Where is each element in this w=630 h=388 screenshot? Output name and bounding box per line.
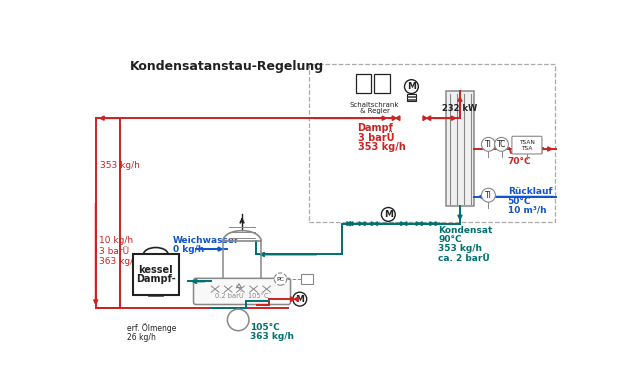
Text: Schaltschrank: Schaltschrank — [350, 102, 399, 108]
Text: 10 kg/h: 10 kg/h — [99, 236, 133, 245]
Text: Rücklauf: Rücklauf — [508, 187, 552, 196]
Text: 26 kg/h: 26 kg/h — [127, 333, 156, 342]
Text: & Regler: & Regler — [360, 108, 389, 114]
Text: 353 kg/h: 353 kg/h — [100, 161, 140, 170]
Circle shape — [481, 188, 495, 202]
Polygon shape — [430, 222, 433, 225]
Polygon shape — [423, 116, 427, 121]
Bar — [309, 64, 556, 222]
Text: PC: PC — [277, 277, 285, 282]
Text: Dampf: Dampf — [358, 123, 393, 133]
Polygon shape — [290, 297, 294, 301]
Text: kessel: kessel — [139, 265, 173, 275]
Text: 105°C: 105°C — [249, 323, 280, 332]
Text: erf. Ölmenge: erf. Ölmenge — [127, 324, 176, 333]
Polygon shape — [419, 222, 422, 225]
Polygon shape — [294, 297, 298, 301]
Text: 353 kg/h: 353 kg/h — [358, 142, 405, 152]
Bar — [446, 91, 474, 206]
Circle shape — [227, 309, 249, 331]
Polygon shape — [362, 222, 365, 225]
Polygon shape — [433, 222, 436, 225]
Text: M: M — [407, 82, 416, 91]
Text: 363 kg/h: 363 kg/h — [249, 332, 294, 341]
Bar — [133, 255, 179, 294]
Circle shape — [381, 208, 395, 221]
Polygon shape — [374, 222, 377, 225]
Polygon shape — [401, 222, 404, 225]
Circle shape — [293, 292, 307, 306]
Text: Kondensat: Kondensat — [438, 226, 493, 235]
Text: TI: TI — [485, 191, 492, 200]
Text: 353 kg/h: 353 kg/h — [438, 244, 483, 253]
Circle shape — [274, 273, 287, 285]
Text: 90°C: 90°C — [438, 235, 462, 244]
Text: Kondensatanstau-Regelung: Kondensatanstau-Regelung — [130, 60, 324, 73]
Polygon shape — [359, 222, 362, 225]
Text: TSAN
TSA: TSAN TSA — [519, 140, 535, 151]
Text: Weichwasser: Weichwasser — [173, 236, 239, 245]
Polygon shape — [371, 222, 374, 225]
Bar — [374, 73, 390, 93]
Polygon shape — [396, 116, 400, 121]
Bar — [301, 274, 313, 284]
FancyBboxPatch shape — [512, 136, 542, 154]
Polygon shape — [404, 222, 407, 225]
FancyBboxPatch shape — [193, 278, 290, 305]
Text: 3 barÜ: 3 barÜ — [358, 132, 394, 142]
Text: 363 kg/h: 363 kg/h — [99, 258, 139, 267]
Polygon shape — [427, 116, 431, 121]
Text: M: M — [295, 294, 304, 304]
Text: Vorlauf: Vorlauf — [508, 147, 544, 156]
Text: M: M — [384, 210, 393, 219]
Text: 10 m³/h: 10 m³/h — [508, 206, 546, 215]
Text: Dampf-: Dampf- — [136, 274, 176, 284]
Circle shape — [481, 137, 495, 151]
Bar — [407, 94, 416, 101]
Bar — [356, 73, 371, 93]
Text: ca. 2 barÜ: ca. 2 barÜ — [438, 254, 490, 263]
Circle shape — [404, 80, 418, 94]
Text: 232 kW: 232 kW — [442, 104, 478, 113]
Polygon shape — [392, 116, 396, 121]
Polygon shape — [416, 222, 419, 225]
Text: 0 kg/h: 0 kg/h — [173, 245, 204, 254]
Text: 0.2 barÜ  105°C: 0.2 barÜ 105°C — [215, 293, 269, 300]
Text: 50°C: 50°C — [508, 197, 531, 206]
Circle shape — [495, 137, 508, 151]
Text: 3 barÜ: 3 barÜ — [99, 248, 129, 256]
Polygon shape — [346, 222, 350, 225]
Text: 70°C: 70°C — [508, 158, 531, 166]
Text: TC: TC — [497, 140, 506, 149]
Polygon shape — [350, 222, 353, 225]
Text: TI: TI — [485, 140, 492, 149]
